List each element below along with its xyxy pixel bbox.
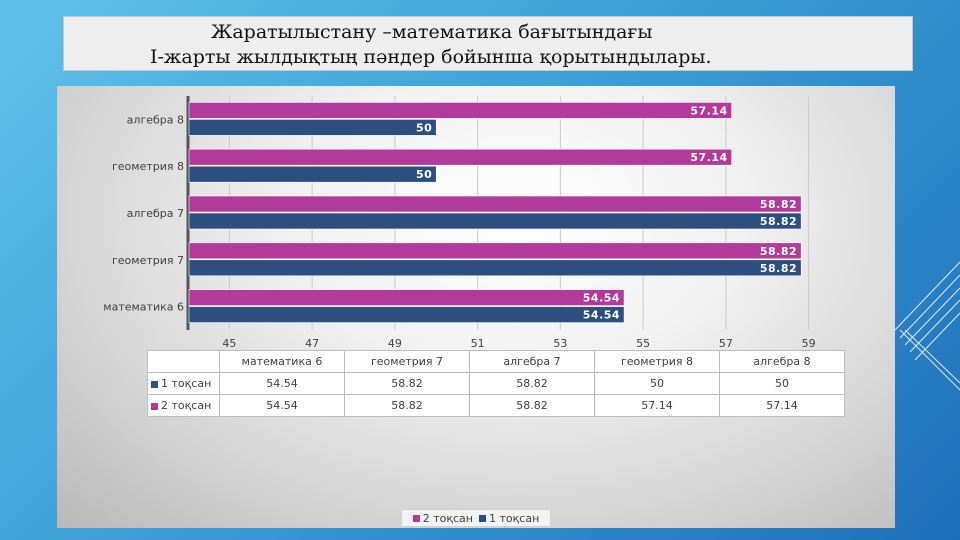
category-label: алгебра 7 bbox=[127, 207, 184, 220]
table-cell: 58.82 bbox=[469, 394, 595, 417]
data-label: 50 bbox=[416, 168, 432, 181]
slide-title-line-2: І-жарты жылдықтың пәндер бойынша қорытын… bbox=[150, 46, 712, 68]
bar-series-2 bbox=[188, 148, 732, 166]
legend-item: 1 тоқсан bbox=[479, 512, 539, 525]
category-label: геометрия 7 bbox=[112, 254, 184, 267]
table-cell: 57.14 bbox=[719, 394, 845, 417]
data-label: 54.54 bbox=[583, 292, 620, 305]
data-label: 58.82 bbox=[760, 215, 797, 228]
table-cell: 58.82 bbox=[469, 372, 595, 395]
table-header-cell: алгебра 8 bbox=[719, 350, 845, 373]
table-header-row: математика 6 геометрия 7 алгебра 7 геоме… bbox=[147, 350, 845, 373]
table-cell: 54.54 bbox=[219, 394, 345, 417]
x-tick-label: 47 bbox=[305, 337, 319, 350]
bar-series-2 bbox=[188, 102, 732, 119]
legend-swatch-2 bbox=[412, 515, 420, 522]
table-header-cell: математика 6 bbox=[219, 350, 345, 373]
table-row-label: 2 тоқсан bbox=[161, 399, 212, 412]
legend-label: 1 тоқсан bbox=[489, 511, 540, 525]
data-label: 58.82 bbox=[760, 245, 797, 258]
table-row: 2 тоқсан 54.54 58.82 58.82 57.14 57.14 bbox=[147, 394, 845, 417]
data-label: 58.82 bbox=[760, 198, 797, 211]
slide-title-line-1: Жаратылыстану –математика бағытындағы bbox=[211, 21, 653, 43]
data-label: 57.14 bbox=[690, 104, 727, 117]
slide-title-box: Жаратылыстану –математика бағытындағы І-… bbox=[63, 16, 913, 71]
category-label: геометрия 8 bbox=[112, 160, 184, 173]
x-tick-label: 53 bbox=[553, 337, 567, 350]
x-tick-label: 45 bbox=[222, 337, 236, 350]
table-cell: 50 bbox=[719, 372, 845, 395]
legend-label: 2 тоқсан bbox=[422, 511, 473, 525]
table-cell: 57.14 bbox=[594, 394, 720, 417]
bar-series-1 bbox=[188, 119, 437, 136]
table-row: 1 тоқсан 54.54 58.82 58.82 50 50 bbox=[147, 372, 845, 395]
table-cell: 54.54 bbox=[219, 372, 345, 395]
table-cell: 58.82 bbox=[344, 372, 470, 395]
bar-series-2 bbox=[188, 242, 802, 260]
chart-legend: 2 тоқсан 1 тоқсан bbox=[401, 509, 551, 527]
chart-panel: 45 47 49 51 53 55 57 59 математика 6 54.54 54.54 ге… bbox=[57, 86, 895, 528]
x-tick-label: 49 bbox=[388, 337, 402, 350]
x-tick-label: 51 bbox=[471, 337, 485, 350]
category-label: алгебра 8 bbox=[127, 113, 184, 126]
data-label: 57.14 bbox=[690, 151, 727, 164]
data-label: 54.54 bbox=[583, 309, 620, 322]
table-cell: 50 bbox=[594, 372, 720, 395]
data-label: 50 bbox=[416, 121, 432, 134]
chart-data-table: математика 6 геометрия 7 алгебра 7 геоме… bbox=[147, 350, 845, 417]
bar-series-2 bbox=[188, 289, 625, 306]
legend-swatch-1 bbox=[479, 515, 486, 522]
table-row-header: 2 тоқсан bbox=[147, 394, 220, 417]
bar-chart: 45 47 49 51 53 55 57 59 математика 6 54.54 54.54 ге… bbox=[103, 96, 816, 350]
bar-series-1 bbox=[188, 212, 802, 230]
table-header-cell: геометрия 8 bbox=[594, 350, 720, 373]
table-corner-cell bbox=[147, 350, 220, 373]
table-row-header: 1 тоқсан bbox=[147, 372, 220, 395]
data-label: 58.82 bbox=[760, 262, 797, 275]
series-1-swatch bbox=[151, 380, 158, 388]
bar-series-1 bbox=[188, 259, 802, 277]
x-tick-label: 57 bbox=[719, 337, 733, 350]
bar-series-1 bbox=[188, 165, 437, 183]
bar-series-1 bbox=[188, 306, 625, 323]
bar-series-2 bbox=[188, 195, 802, 213]
table-cell: 58.82 bbox=[344, 394, 470, 417]
category-label: математика 6 bbox=[103, 301, 184, 314]
x-tick-label: 55 bbox=[636, 337, 650, 350]
x-tick-label: 59 bbox=[802, 337, 816, 350]
table-row-label: 1 тоқсан bbox=[161, 377, 212, 390]
table-header-cell: геометрия 7 bbox=[344, 350, 470, 373]
table-header-cell: алгебра 7 bbox=[469, 350, 595, 373]
legend-item: 2 тоқсан bbox=[412, 511, 473, 525]
series-2-swatch bbox=[151, 402, 158, 410]
